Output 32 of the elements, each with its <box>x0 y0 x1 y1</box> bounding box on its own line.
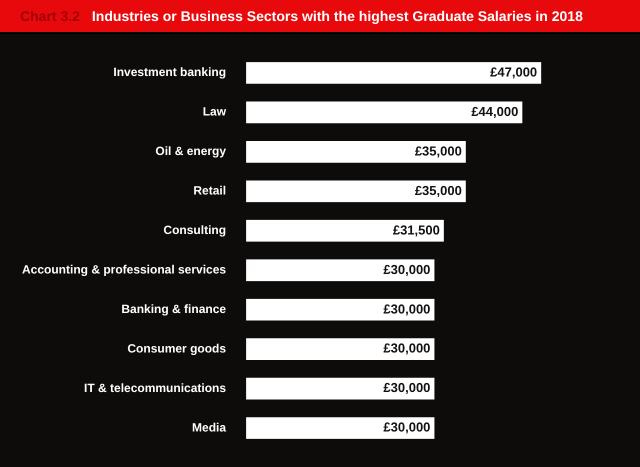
data-label: £30,000 <box>383 420 430 435</box>
bar <box>246 378 434 400</box>
data-label: £35,000 <box>414 143 462 158</box>
caption: Chart 3.2 <box>20 8 80 24</box>
y-tick-label: Consumer goods <box>127 341 226 356</box>
y-tick-label: IT & telecommunications <box>84 380 226 395</box>
data-label: £30,000 <box>383 301 430 316</box>
y-tick-label: Investment banking <box>113 65 226 80</box>
bar <box>246 338 434 360</box>
y-tick-label: Retail <box>193 184 226 198</box>
bar <box>246 62 542 84</box>
data-label: £30,000 <box>383 262 430 277</box>
chart-title: Industries or Business Sectors with the highest Graduate Salaries in 2018 <box>92 8 583 24</box>
y-tick-label: Oil & energy <box>155 144 226 158</box>
y-tick-label: Law <box>202 104 227 119</box>
bar <box>246 180 466 202</box>
data-label: £44,000 <box>471 104 518 119</box>
bar <box>246 220 444 242</box>
y-tick-label: Banking & finance <box>121 302 226 316</box>
y-tick-label: Accounting & professional services <box>22 262 226 277</box>
bar <box>246 259 434 282</box>
data-label: £35,000 <box>414 182 462 198</box>
bar <box>246 298 434 321</box>
bar <box>246 141 466 163</box>
data-label: £47,000 <box>490 64 538 80</box>
data-label: £31,500 <box>392 222 440 238</box>
y-tick-label: Media <box>192 420 226 434</box>
data-label: £30,000 <box>383 340 430 356</box>
bar <box>246 102 522 124</box>
bar <box>246 417 434 439</box>
y-tick-label: Consulting <box>163 223 226 238</box>
data-label: £30,000 <box>383 380 430 396</box>
